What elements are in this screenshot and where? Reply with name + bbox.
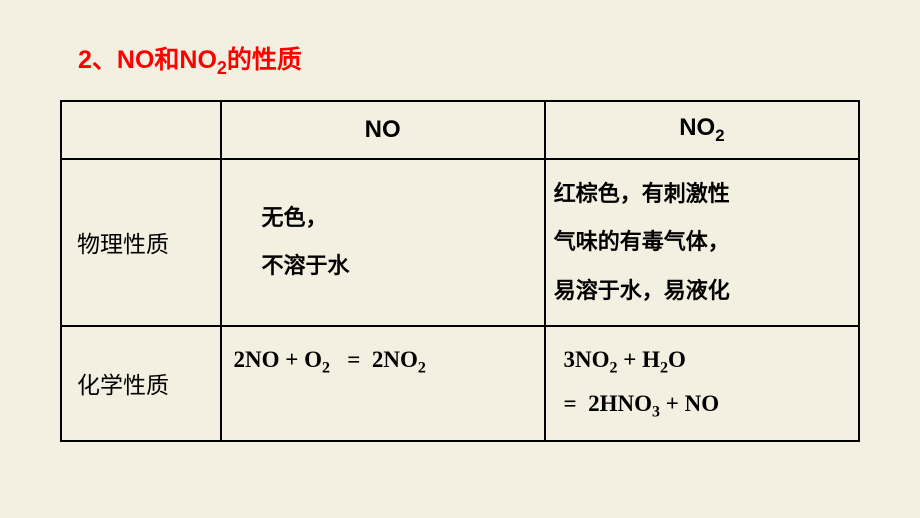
properties-table-container: NO NO2 物理性质 无色， 不溶于水 红棕色，有刺激性 气味的有毒气体， 易…: [60, 100, 860, 442]
physical-properties-row: 物理性质 无色， 不溶于水 红棕色，有刺激性 气味的有毒气体， 易溶于水，易液化: [61, 159, 859, 326]
physical-no2-cell: 红棕色，有刺激性 气味的有毒气体， 易溶于水，易液化: [545, 159, 859, 326]
chemical-no2-cell: 3NO2 + H2O = 2HNO3 + NO: [545, 326, 859, 441]
header-empty: [61, 101, 221, 159]
title-suffix: 的性质: [227, 46, 302, 74]
chemical-no-eq: 2NO + O2 = 2NO2: [234, 347, 426, 372]
chemical-no2-eq-line2: = 2HNO3 + NO: [558, 383, 846, 427]
properties-table: NO NO2 物理性质 无色， 不溶于水 红棕色，有刺激性 气味的有毒气体， 易…: [60, 100, 860, 442]
physical-no2-line1: 红棕色，有刺激性: [554, 170, 846, 218]
chemical-label: 化学性质: [61, 326, 221, 441]
physical-no-cell: 无色， 不溶于水: [221, 159, 545, 326]
physical-no-line2: 不溶于水: [262, 242, 532, 290]
physical-no2-line2: 气味的有毒气体，: [554, 218, 846, 266]
physical-no2-line3: 易溶于水，易液化: [554, 267, 846, 315]
title-sub: 2: [217, 58, 227, 78]
section-title: 2、NO和NO2的性质: [78, 40, 302, 79]
chemical-no-cell: 2NO + O2 = 2NO2: [221, 326, 545, 441]
header-no2-sub: 2: [715, 126, 724, 145]
physical-no-line1: 无色，: [262, 194, 532, 242]
header-no2-prefix: NO: [679, 114, 715, 141]
physical-label: 物理性质: [61, 159, 221, 326]
header-no: NO: [221, 101, 545, 159]
table-header-row: NO NO2: [61, 101, 859, 159]
chemical-no2-eq-line1: 3NO2 + H2O: [558, 339, 846, 383]
title-prefix: 2、NO和NO: [78, 46, 217, 74]
header-no2: NO2: [545, 101, 859, 159]
chemical-properties-row: 化学性质 2NO + O2 = 2NO2 3NO2 + H2O = 2HNO3 …: [61, 326, 859, 441]
